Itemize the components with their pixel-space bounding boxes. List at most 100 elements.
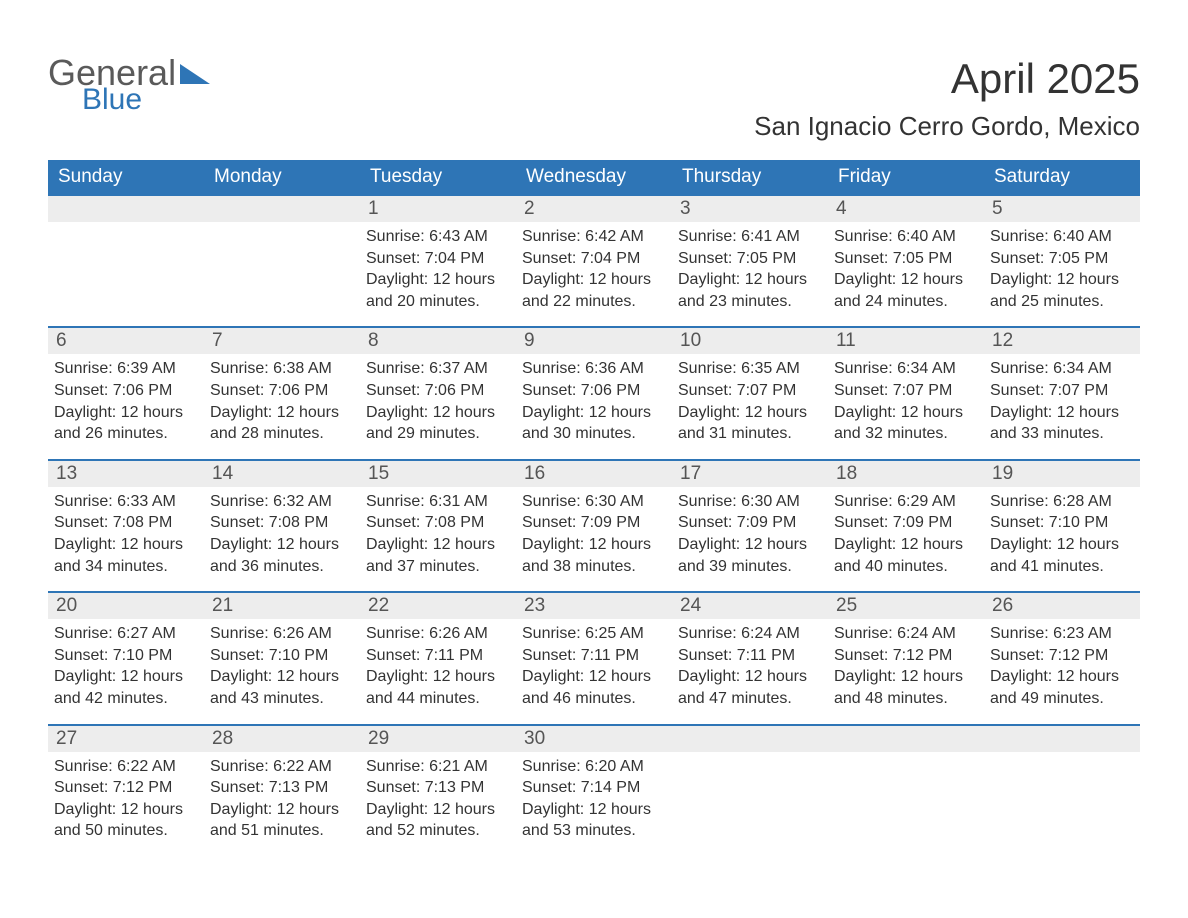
day-day1-line: Daylight: 12 hours	[366, 534, 510, 556]
weekday-header: Sunday	[48, 160, 204, 195]
day-day2-line: and 43 minutes.	[210, 688, 354, 710]
page-title: April 2025	[754, 55, 1140, 103]
day-details: Sunrise: 6:25 AMSunset: 7:11 PMDaylight:…	[516, 619, 672, 723]
day-details: Sunrise: 6:30 AMSunset: 7:09 PMDaylight:…	[516, 487, 672, 591]
brand-logo: General Blue	[48, 55, 212, 115]
day-sunrise-line: Sunrise: 6:37 AM	[366, 358, 510, 380]
day-sunset-line: Sunset: 7:08 PM	[366, 512, 510, 534]
day-sunset-line: Sunset: 7:10 PM	[210, 645, 354, 667]
day-number: 7	[204, 328, 360, 354]
day-day2-line: and 33 minutes.	[990, 423, 1134, 445]
calendar-cell: 28Sunrise: 6:22 AMSunset: 7:13 PMDayligh…	[204, 725, 360, 857]
day-details: Sunrise: 6:24 AMSunset: 7:12 PMDaylight:…	[828, 619, 984, 723]
day-day1-line: Daylight: 12 hours	[990, 534, 1134, 556]
day-sunrise-line: Sunrise: 6:24 AM	[678, 623, 822, 645]
calendar-cell: 7Sunrise: 6:38 AMSunset: 7:06 PMDaylight…	[204, 327, 360, 459]
day-day1-line: Daylight: 12 hours	[210, 799, 354, 821]
day-sunrise-line: Sunrise: 6:29 AM	[834, 491, 978, 513]
flag-icon	[180, 62, 212, 84]
day-sunset-line: Sunset: 7:11 PM	[678, 645, 822, 667]
day-sunrise-line: Sunrise: 6:34 AM	[834, 358, 978, 380]
day-sunset-line: Sunset: 7:04 PM	[366, 248, 510, 270]
day-sunset-line: Sunset: 7:06 PM	[210, 380, 354, 402]
day-details: Sunrise: 6:41 AMSunset: 7:05 PMDaylight:…	[672, 222, 828, 326]
day-sunset-line: Sunset: 7:10 PM	[990, 512, 1134, 534]
day-sunrise-line: Sunrise: 6:30 AM	[678, 491, 822, 513]
day-day2-line: and 42 minutes.	[54, 688, 198, 710]
day-details: Sunrise: 6:38 AMSunset: 7:06 PMDaylight:…	[204, 354, 360, 458]
calendar-cell: 5Sunrise: 6:40 AMSunset: 7:05 PMDaylight…	[984, 195, 1140, 327]
day-day1-line: Daylight: 12 hours	[210, 534, 354, 556]
day-sunrise-line: Sunrise: 6:35 AM	[678, 358, 822, 380]
day-number: 24	[672, 593, 828, 619]
calendar-cell: 12Sunrise: 6:34 AMSunset: 7:07 PMDayligh…	[984, 327, 1140, 459]
day-number: 19	[984, 461, 1140, 487]
day-details: Sunrise: 6:26 AMSunset: 7:11 PMDaylight:…	[360, 619, 516, 723]
day-number: 9	[516, 328, 672, 354]
day-sunset-line: Sunset: 7:14 PM	[522, 777, 666, 799]
calendar-cell: 19 Sunrise: 6:28 AMSunset: 7:10 PMDayligh…	[984, 460, 1140, 592]
calendar-cell: 26Sunrise: 6:23 AMSunset: 7:12 PMDayligh…	[984, 592, 1140, 724]
day-sunset-line: Sunset: 7:08 PM	[210, 512, 354, 534]
calendar-cell: 30Sunrise: 6:20 AMSunset: 7:14 PMDayligh…	[516, 725, 672, 857]
day-day1-line: Daylight: 12 hours	[54, 534, 198, 556]
calendar-week-row: 20Sunrise: 6:27 AMSunset: 7:10 PMDayligh…	[48, 592, 1140, 724]
day-number: 20	[48, 593, 204, 619]
day-sunrise-line: Sunrise: 6:42 AM	[522, 226, 666, 248]
calendar-cell: 27Sunrise: 6:22 AMSunset: 7:12 PMDayligh…	[48, 725, 204, 857]
day-sunrise-line: Sunrise: 6:26 AM	[210, 623, 354, 645]
calendar-cell: 16Sunrise: 6:30 AMSunset: 7:09 PMDayligh…	[516, 460, 672, 592]
day-day1-line: Daylight: 12 hours	[366, 666, 510, 688]
day-number: 23	[516, 593, 672, 619]
day-sunrise-line: Sunrise: 6:33 AM	[54, 491, 198, 513]
day-day1-line: Daylight: 12 hours	[210, 402, 354, 424]
calendar-cell: 15Sunrise: 6:31 AMSunset: 7:08 PMDayligh…	[360, 460, 516, 592]
calendar-cell: 25Sunrise: 6:24 AMSunset: 7:12 PMDayligh…	[828, 592, 984, 724]
day-day2-line: and 48 minutes.	[834, 688, 978, 710]
day-number: 12	[984, 328, 1140, 354]
day-day2-line: and 38 minutes.	[522, 556, 666, 578]
day-number: 26	[984, 593, 1140, 619]
day-day1-line: Daylight: 12 hours	[678, 666, 822, 688]
day-number: 16	[516, 461, 672, 487]
calendar-cell	[48, 195, 204, 327]
day-details: Sunrise: 6:33 AMSunset: 7:08 PMDaylight:…	[48, 487, 204, 591]
day-number: 10	[672, 328, 828, 354]
day-day2-line: and 26 minutes.	[54, 423, 198, 445]
day-sunrise-line: Sunrise: 6:39 AM	[54, 358, 198, 380]
day-number: 27	[48, 726, 204, 752]
day-day1-line: Daylight: 12 hours	[54, 666, 198, 688]
day-sunrise-line: Sunrise: 6:41 AM	[678, 226, 822, 248]
day-sunset-line: Sunset: 7:07 PM	[990, 380, 1134, 402]
day-day2-line: and 39 minutes.	[678, 556, 822, 578]
empty-daynum	[48, 196, 204, 222]
header: General Blue April 2025 San Ignacio Cerr…	[48, 55, 1140, 142]
day-sunrise-line: Sunrise: 6:24 AM	[834, 623, 978, 645]
day-details: Sunrise: 6:22 AMSunset: 7:12 PMDaylight:…	[48, 752, 204, 856]
day-details: Sunrise: 6:43 AMSunset: 7:04 PMDaylight:…	[360, 222, 516, 326]
calendar-cell: 4Sunrise: 6:40 AMSunset: 7:05 PMDaylight…	[828, 195, 984, 327]
day-details: Sunrise: 6:20 AMSunset: 7:14 PMDaylight:…	[516, 752, 672, 856]
day-number: 30	[516, 726, 672, 752]
day-day2-line: and 22 minutes.	[522, 291, 666, 313]
day-day1-line: Daylight: 12 hours	[990, 666, 1134, 688]
empty-daynum	[828, 726, 984, 752]
empty-daynum	[984, 726, 1140, 752]
day-day2-line: and 31 minutes.	[678, 423, 822, 445]
day-day1-line: Daylight: 12 hours	[678, 402, 822, 424]
day-day2-line: and 36 minutes.	[210, 556, 354, 578]
day-sunrise-line: Sunrise: 6:28 AM	[990, 491, 1134, 513]
day-day2-line: and 40 minutes.	[834, 556, 978, 578]
calendar-week-row: 13Sunrise: 6:33 AMSunset: 7:08 PMDayligh…	[48, 460, 1140, 592]
day-day2-line: and 24 minutes.	[834, 291, 978, 313]
calendar-page: General Blue April 2025 San Ignacio Cerr…	[0, 0, 1188, 897]
day-day2-line: and 30 minutes.	[522, 423, 666, 445]
day-day1-line: Daylight: 12 hours	[366, 799, 510, 821]
calendar-cell: 10Sunrise: 6:35 AMSunset: 7:07 PMDayligh…	[672, 327, 828, 459]
day-day2-line: and 37 minutes.	[366, 556, 510, 578]
day-number: 1	[360, 196, 516, 222]
day-day2-line: and 44 minutes.	[366, 688, 510, 710]
calendar-body: 1Sunrise: 6:43 AMSunset: 7:04 PMDaylight…	[48, 195, 1140, 857]
title-block: April 2025 San Ignacio Cerro Gordo, Mexi…	[754, 55, 1140, 142]
day-number: 18	[828, 461, 984, 487]
